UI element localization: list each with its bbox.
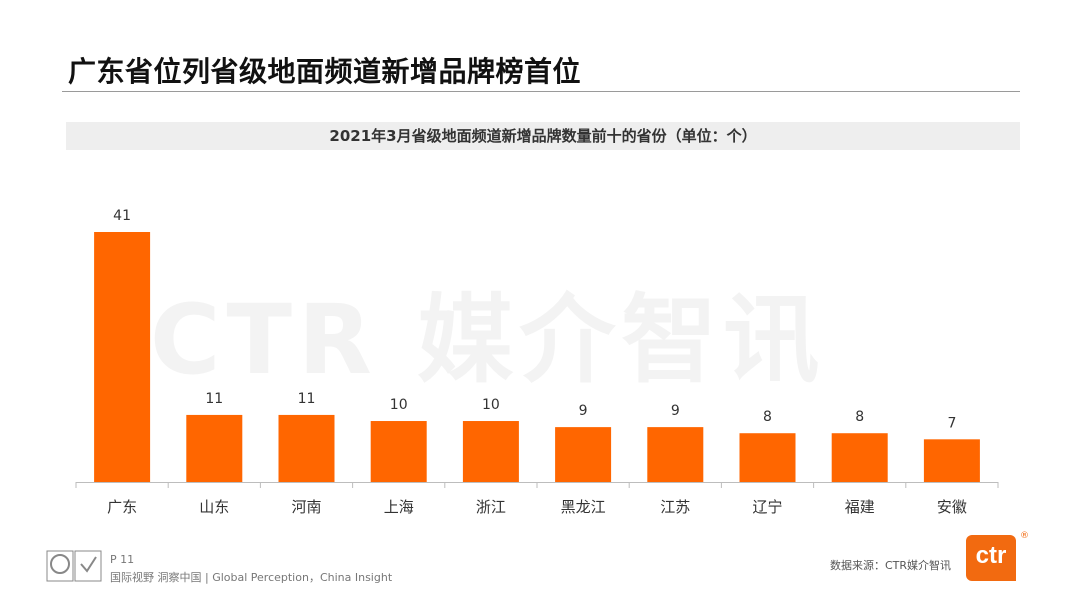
- certification-logos: [46, 550, 102, 582]
- bar-1: [94, 232, 151, 482]
- bar-value-label: 9: [671, 403, 680, 419]
- bar-value-label: 8: [763, 409, 772, 425]
- category-label: 江苏: [660, 498, 690, 516]
- page-number: P 11: [110, 553, 135, 566]
- category-label: 福建: [845, 498, 875, 516]
- bar-4: [370, 421, 427, 482]
- data-source: 数据来源：CTR媒介智讯: [830, 559, 952, 572]
- chart-title: 2021年3月省级地面频道新增品牌数量前十的省份（单位：个）: [66, 122, 1020, 150]
- category-label: 广东: [107, 498, 137, 516]
- bar-7: [647, 427, 704, 482]
- watermark: CTR 媒介智讯: [150, 284, 826, 396]
- category-label: 黑龙江: [561, 498, 606, 516]
- bar-10: [923, 439, 980, 482]
- page-title: 广东省位列省级地面频道新增品牌榜首位: [68, 55, 582, 88]
- bar-value-label: 10: [390, 397, 408, 413]
- bar-5: [462, 421, 519, 482]
- bar-2: [186, 414, 243, 482]
- bar-value-label: 7: [947, 415, 956, 431]
- category-label: 山东: [199, 498, 229, 516]
- bar-9: [831, 433, 888, 482]
- bar-8: [739, 433, 796, 482]
- footer-slogan: 国际视野 洞察中国 | Global Perception，China Insi…: [110, 571, 393, 584]
- ctr-logo-text: ctr: [975, 542, 1007, 569]
- title-divider: [62, 91, 1020, 92]
- bar-value-label: 8: [855, 409, 864, 425]
- bar-value-label: 11: [205, 391, 223, 407]
- bar-value-label: 9: [579, 403, 588, 419]
- category-label: 安徽: [937, 498, 967, 516]
- bar-value-label: 41: [113, 208, 131, 224]
- category-label: 上海: [384, 498, 414, 516]
- bar-3: [278, 414, 335, 482]
- registered-mark: ®: [1020, 531, 1029, 541]
- ctr-logo: ctr: [966, 535, 1016, 581]
- bar-6: [555, 427, 612, 482]
- bar-value-label: 11: [298, 391, 316, 407]
- category-label: 辽宁: [752, 498, 782, 516]
- category-label: 浙江: [476, 498, 506, 516]
- category-label: 河南: [291, 498, 321, 516]
- bar-value-label: 10: [482, 397, 500, 413]
